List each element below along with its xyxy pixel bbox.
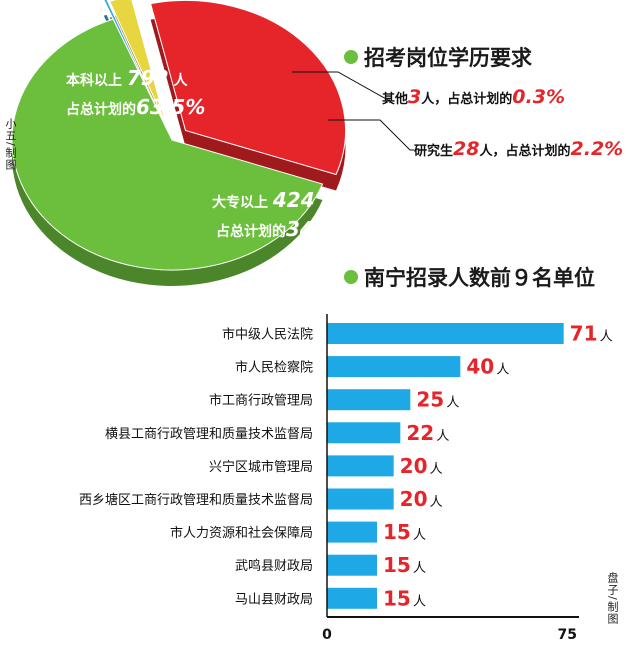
pie-label-bachelor-count: 792 — [126, 66, 169, 90]
annotation-other-unit: 人 — [421, 92, 435, 107]
bar-unit-label: 人 — [413, 561, 426, 576]
bar-value-label: 40 — [466, 355, 494, 379]
bar-credit: 盘子/制图 — [606, 572, 619, 625]
annotation-other-name: 其他 — [382, 92, 409, 107]
bar-3 — [327, 422, 401, 444]
pie-slice-0 — [11, 18, 324, 271]
bar-8 — [327, 587, 377, 609]
annotation-grad-unit: 人 — [479, 144, 493, 159]
bar-title-text: 南宁招录人数前９名单位 — [364, 266, 595, 290]
pie-label-bachelor: 本科以上 792 人 — [66, 68, 188, 88]
bar-category-label: 市人民检察院 — [235, 360, 313, 376]
bar-category-label: 市中级人民法院 — [222, 327, 313, 343]
title-dot-icon — [344, 270, 358, 284]
bar-value-label: 20 — [400, 454, 428, 478]
bar-value-label: 20 — [400, 487, 428, 511]
bar-category-label: 西乡塘区工商行政管理和质量技术监督局 — [79, 492, 313, 508]
bar-value-label: 22 — [406, 421, 434, 445]
leader-line-1 — [328, 119, 414, 151]
bar-value-label: 15 — [383, 553, 411, 577]
pie-label-bachelor-pct: 占总计划的63.5% — [66, 97, 205, 117]
annotation-grad-count: 28 — [453, 138, 480, 160]
bar-6 — [327, 521, 377, 543]
pie-credit: 小五/制图 — [4, 118, 17, 171]
leader-line-0 — [292, 71, 390, 101]
title-dot-icon — [344, 50, 358, 64]
pie-label-college-name: 大专以上 — [212, 195, 268, 211]
pie-title-text: 招考岗位学历要求 — [364, 46, 532, 70]
bar-value-label: 15 — [383, 586, 411, 610]
bar-unit-label: 人 — [430, 462, 443, 477]
annotation-grad-name: 研究生 — [414, 144, 454, 159]
annotation-grad: 研究生28人，占总计划的2.2% — [414, 138, 623, 160]
bar-2 — [327, 389, 411, 411]
bar-value-label: 15 — [383, 520, 411, 544]
bar-category-label: 武鸣县财政局 — [235, 558, 313, 574]
bar-7 — [327, 554, 377, 576]
bar-unit-label: 人 — [436, 429, 449, 444]
bar-category-label: 马山县财政局 — [235, 592, 313, 607]
bar-category-label: 横县工商行政管理和质量技术监督局 — [105, 427, 313, 442]
x-tick-label: 75 — [558, 627, 577, 643]
annotation-other-percent: 0.3% — [512, 86, 565, 108]
bar-1 — [327, 356, 461, 378]
bar-value-label: 25 — [416, 388, 444, 412]
pie-label-college-count: 424 — [272, 188, 315, 212]
pie-label-college-unit: 人 — [319, 195, 334, 211]
bar-category-label: 兴宁区城市管理局 — [209, 459, 313, 475]
bar-unit-label: 人 — [413, 594, 426, 609]
x-tick-label: 0 — [322, 627, 332, 643]
pie-slice-1 — [149, 0, 346, 176]
pie-label-bachelor-unit: 人 — [173, 73, 188, 89]
pie-label-college-pct: 占总计划的34% — [216, 219, 334, 239]
annotation-grad-percent: 2.2% — [570, 138, 624, 160]
bar-0 — [327, 323, 564, 344]
annotation-other-prefix: ，占总计划的 — [434, 92, 513, 107]
annotation-other: 其他3人，占总计划的0.3% — [382, 86, 565, 108]
bar-unit-label: 人 — [430, 495, 443, 510]
pie-label-college-prefix: 占总计划的 — [216, 224, 286, 240]
annotation-other-count: 3 — [408, 86, 422, 108]
bar-unit-label: 人 — [413, 528, 426, 543]
bar-unit-label: 人 — [600, 330, 613, 345]
bar-unit-label: 人 — [446, 396, 459, 411]
pie-label-college-percent: 34% — [286, 217, 334, 241]
bar-title: 南宁招录人数前９名单位 — [344, 262, 595, 292]
pie-title: 招考岗位学历要求 — [344, 42, 532, 72]
annotation-grad-prefix: ，占总计划的 — [492, 144, 571, 159]
pie-label-bachelor-prefix: 占总计划的 — [66, 102, 136, 118]
bar-unit-label: 人 — [496, 363, 509, 378]
pie-label-bachelor-name: 本科以上 — [66, 73, 122, 89]
bar-5 — [327, 488, 394, 510]
bar-value-label: 71 — [570, 322, 598, 346]
pie-label-college: 大专以上 424 人 — [212, 190, 334, 210]
pie-label-bachelor-percent: 63.5% — [136, 95, 206, 119]
bar-4 — [327, 455, 394, 477]
bar-category-label: 市工商行政管理局 — [209, 393, 313, 409]
bar-category-label: 市人力资源和社会保障局 — [170, 525, 313, 541]
pie-slice-2 — [108, 0, 167, 124]
